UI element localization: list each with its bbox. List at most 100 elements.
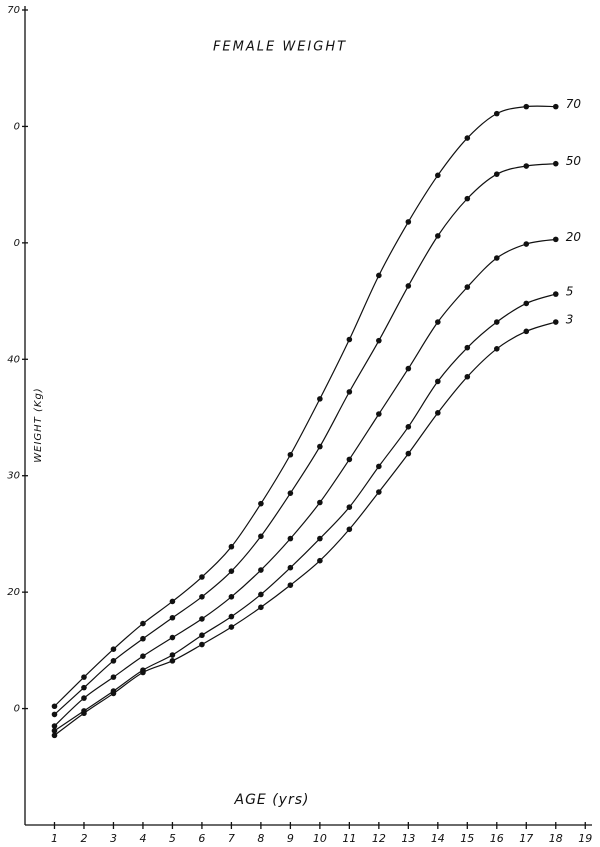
data-point bbox=[493, 346, 500, 352]
x-tick-label: 6 bbox=[198, 832, 205, 845]
x-tick-label: 8 bbox=[257, 832, 264, 845]
x-tick-label: 12 bbox=[372, 832, 386, 845]
data-point bbox=[376, 337, 382, 344]
data-point bbox=[346, 456, 353, 463]
data-point bbox=[376, 489, 382, 495]
data-point bbox=[435, 410, 441, 416]
data-point bbox=[228, 543, 235, 550]
data-point bbox=[140, 653, 146, 659]
data-point bbox=[346, 526, 353, 533]
data-point bbox=[258, 533, 264, 540]
data-point bbox=[199, 616, 205, 622]
data-point bbox=[258, 500, 264, 507]
x-tick-label: 3 bbox=[110, 832, 117, 845]
data-point bbox=[346, 336, 353, 343]
data-point bbox=[552, 160, 559, 167]
chart-title: FEMALE WEIGHT bbox=[213, 40, 347, 55]
data-point bbox=[199, 594, 205, 600]
data-point bbox=[81, 710, 87, 717]
x-tick-label: 11 bbox=[342, 832, 356, 845]
data-point bbox=[258, 567, 264, 573]
data-point bbox=[493, 255, 500, 261]
y-tick-label: 0 bbox=[14, 238, 20, 249]
data-point bbox=[376, 463, 382, 470]
data-point bbox=[405, 450, 412, 457]
x-tick-label: 15 bbox=[460, 832, 474, 845]
y-tick-label: 0 bbox=[14, 704, 20, 715]
data-point bbox=[552, 319, 559, 325]
data-point bbox=[287, 535, 294, 542]
data-point bbox=[169, 634, 176, 641]
series-label: 50 bbox=[566, 154, 582, 168]
data-point bbox=[199, 574, 205, 580]
x-tick-label: 17 bbox=[519, 832, 533, 845]
data-point bbox=[317, 499, 323, 506]
data-point bbox=[405, 424, 412, 430]
data-point bbox=[405, 219, 412, 225]
data-point bbox=[523, 328, 530, 335]
data-point bbox=[552, 291, 559, 297]
data-point bbox=[169, 652, 176, 658]
data-point bbox=[317, 535, 323, 542]
series-label: 70 bbox=[566, 97, 582, 111]
data-point bbox=[81, 674, 87, 680]
data-point bbox=[464, 135, 471, 141]
data-point bbox=[523, 300, 530, 307]
data-point bbox=[140, 669, 146, 676]
data-point bbox=[110, 674, 117, 680]
data-point bbox=[169, 614, 176, 621]
data-point bbox=[317, 396, 323, 402]
data-point bbox=[81, 684, 87, 691]
x-tick-label: 4 bbox=[139, 832, 146, 845]
data-point bbox=[228, 594, 235, 600]
data-point bbox=[228, 624, 235, 630]
data-point bbox=[51, 703, 58, 710]
data-point bbox=[552, 236, 559, 243]
x-axis-label: AGE (yrs) bbox=[234, 792, 310, 808]
data-point bbox=[287, 490, 294, 496]
x-tick-label: 9 bbox=[287, 832, 294, 845]
x-tick-label: 5 bbox=[169, 832, 176, 845]
y-tick-label: 30 bbox=[7, 471, 20, 482]
data-point bbox=[464, 373, 471, 380]
data-point bbox=[51, 723, 58, 729]
y-tick-label: 0 bbox=[14, 121, 20, 132]
data-point bbox=[140, 635, 146, 642]
series-label: 3 bbox=[566, 313, 574, 327]
x-tick-label: 2 bbox=[80, 832, 87, 845]
x-tick-label: 18 bbox=[549, 832, 563, 845]
data-point bbox=[493, 171, 500, 177]
x-tick-label: 13 bbox=[401, 832, 415, 845]
data-point bbox=[552, 103, 559, 110]
series-label: 20 bbox=[566, 230, 582, 244]
data-point bbox=[228, 613, 235, 620]
data-point bbox=[317, 557, 323, 564]
data-point bbox=[435, 378, 441, 385]
x-tick-label: 14 bbox=[431, 832, 445, 845]
data-point bbox=[376, 272, 382, 279]
data-point bbox=[287, 564, 294, 571]
data-point bbox=[51, 727, 58, 734]
data-point bbox=[287, 451, 294, 458]
data-point bbox=[523, 103, 530, 110]
data-point bbox=[51, 711, 58, 718]
data-point bbox=[287, 582, 294, 588]
data-point bbox=[376, 411, 382, 417]
series-line bbox=[54, 321, 556, 736]
data-point bbox=[51, 732, 58, 739]
data-point bbox=[435, 319, 441, 325]
series-line bbox=[54, 105, 556, 707]
data-point bbox=[110, 658, 117, 664]
data-point bbox=[110, 690, 117, 697]
data-point bbox=[523, 163, 530, 169]
data-point bbox=[464, 344, 471, 351]
data-point bbox=[140, 620, 146, 627]
series-line bbox=[54, 163, 556, 715]
series-label: 5 bbox=[566, 285, 574, 299]
data-point bbox=[199, 641, 205, 648]
data-point bbox=[317, 443, 323, 450]
data-point bbox=[405, 365, 412, 372]
data-point bbox=[405, 283, 412, 289]
data-point bbox=[258, 604, 264, 611]
